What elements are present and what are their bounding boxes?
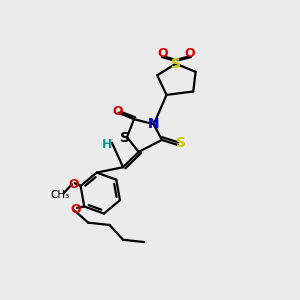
Text: S: S — [120, 131, 130, 145]
Text: O: O — [184, 47, 195, 60]
Text: O: O — [70, 203, 81, 216]
Text: O: O — [68, 178, 79, 191]
Text: S: S — [176, 136, 186, 150]
Text: CH₃: CH₃ — [51, 190, 70, 200]
Text: S: S — [171, 57, 181, 71]
Text: O: O — [158, 47, 168, 60]
Text: N: N — [148, 117, 160, 131]
Text: H: H — [102, 138, 112, 151]
Text: O: O — [112, 105, 123, 118]
